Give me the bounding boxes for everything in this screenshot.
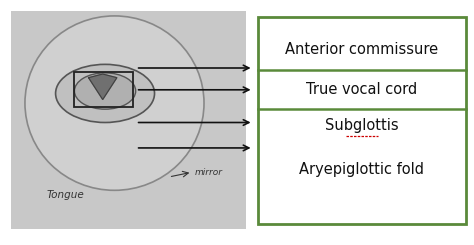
Text: True vocal cord: True vocal cord	[306, 82, 418, 97]
Ellipse shape	[55, 64, 155, 122]
Polygon shape	[89, 74, 117, 99]
Text: Tongue: Tongue	[46, 190, 84, 200]
FancyBboxPatch shape	[11, 11, 246, 229]
FancyBboxPatch shape	[258, 17, 465, 224]
Ellipse shape	[25, 16, 204, 190]
Ellipse shape	[74, 73, 136, 109]
Text: Aryepiglottic fold: Aryepiglottic fold	[300, 162, 424, 177]
Text: mirror: mirror	[195, 168, 223, 177]
Text: Anterior commissure: Anterior commissure	[285, 42, 438, 57]
Text: Subglottis: Subglottis	[325, 118, 399, 133]
